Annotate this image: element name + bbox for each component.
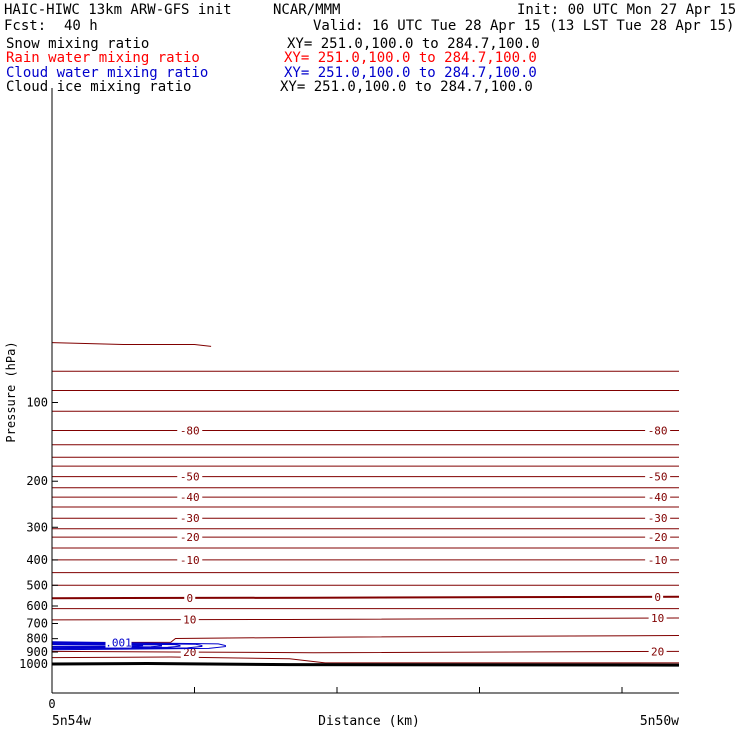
y-tick-label: 400 (26, 553, 48, 567)
isotherm-label: 20 (651, 645, 664, 658)
ground-layer (51, 661, 680, 667)
cloud-water-label: .001 (105, 637, 132, 650)
y-tick-label: 500 (26, 578, 48, 592)
forecast-hours: 40 h (64, 18, 98, 34)
isotherm-label-bg (177, 491, 203, 504)
cloud-water-contour (51, 642, 203, 650)
isotherm-label: 10 (183, 614, 196, 627)
isotherm-label: -30 (648, 512, 668, 525)
axes-layer (51, 88, 679, 694)
x-left-endpoint-label: 5n54w (52, 714, 91, 729)
isotherm-label: -10 (648, 554, 668, 567)
y-tick-label: 200 (26, 474, 48, 488)
isotherm-label: -40 (648, 491, 668, 504)
isotherm-line (51, 617, 680, 621)
x-axis-label: Distance (km) (318, 714, 420, 729)
isotherm-label-bg (645, 424, 671, 437)
isotherm-label: 20 (183, 646, 196, 659)
y-tick-label: 1000 (19, 657, 48, 671)
ground-surface-line (51, 661, 680, 667)
isoline (51, 342, 212, 347)
x-right-endpoint-label: 5n50w (640, 714, 679, 729)
isotherm-label-bg (180, 613, 199, 626)
field-xy-rain: XY= 251.0,100.0 to 284.7,100.0 (284, 50, 537, 66)
isotherm-label-bg (645, 512, 671, 525)
isotherm-label: -10 (180, 554, 200, 567)
isotherm-label: -80 (648, 425, 668, 438)
isotherm-label-bg (645, 491, 671, 504)
field-name-cloud-water: Cloud water mixing ratio (6, 65, 209, 81)
isotherm-label: 10 (651, 612, 664, 625)
isotherm-label-bg (648, 612, 667, 625)
isotherm-label: -30 (180, 512, 200, 525)
isotherm-label: 0 (186, 592, 193, 605)
isoline (51, 656, 679, 664)
field-xy-snow: XY= 251.0,100.0 to 284.7,100.0 (287, 36, 540, 52)
isotherm-label-bg (177, 531, 203, 544)
x-tick-layer: 0 (48, 687, 623, 711)
isotherm-label-bg (177, 470, 203, 483)
isoline (51, 635, 680, 644)
isotherm-label-bg (184, 591, 196, 604)
isotherm-label: -50 (180, 471, 200, 484)
isotherm-label: 0 (654, 591, 661, 604)
isotherm-label-bg (645, 553, 671, 566)
cloud-water-layer: .001 (51, 636, 226, 651)
forecast-label: Fcst: (4, 18, 47, 34)
field-name-rain: Rain water mixing ratio (6, 50, 200, 66)
cloud-water-contour (51, 641, 226, 651)
isotherm-layer: -80 -80 -50 -50 -40 -40 -30 -30 -20 -20 -10 -10 0 0 10… (51, 424, 680, 659)
isotherm-line (51, 650, 680, 654)
isotherm-label: -50 (648, 471, 668, 484)
y-tick-label: 800 (26, 632, 48, 646)
isotherm-label-bg (645, 470, 671, 483)
y-tick-label: 900 (26, 645, 48, 659)
isotherm-label-bg (648, 645, 667, 658)
org-label: NCAR/MMM (273, 2, 341, 18)
isotherm-label-bg (177, 512, 203, 525)
field-xy-cloud-water: XY= 251.0,100.0 to 284.7,100.0 (284, 65, 537, 81)
isotherm-label: -80 (180, 425, 200, 438)
init-time: Init: 00 UTC Mon 27 Apr 15 (517, 2, 737, 18)
plot-title: HAIC-HIWC 13km ARW-GFS init (4, 2, 232, 18)
isotherm-line (51, 595, 680, 600)
x-tick-label: 0 (48, 697, 55, 711)
field-name-snow: Snow mixing ratio (6, 36, 150, 52)
valid-time: Valid: 16 UTC Tue 28 Apr 15 (13 LST Tue … (313, 18, 735, 34)
isotherm-label: -20 (180, 531, 200, 544)
y-tick-label: 100 (26, 396, 48, 410)
cloud-water-label-bg (105, 636, 132, 648)
isoline-layer (51, 342, 680, 664)
field-name-cloud-ice: Cloud ice mixing ratio (6, 79, 192, 95)
isotherm-label-bg (177, 553, 203, 566)
isotherm-label-bg (645, 531, 671, 544)
y-axis-label: Pressure (hPa) (4, 341, 18, 442)
y-tick-label: 300 (26, 520, 48, 534)
y-tick-label: 600 (26, 599, 48, 613)
isotherm-label-bg (177, 424, 203, 437)
y-tick-label: 700 (26, 616, 48, 630)
isotherm-label: -20 (648, 531, 668, 544)
field-xy-cloud-ice: XY= 251.0,100.0 to 284.7,100.0 (280, 79, 533, 95)
isotherm-label-bg (652, 590, 664, 603)
isotherm-label: -40 (180, 491, 200, 504)
isotherm-label-bg (180, 646, 199, 659)
